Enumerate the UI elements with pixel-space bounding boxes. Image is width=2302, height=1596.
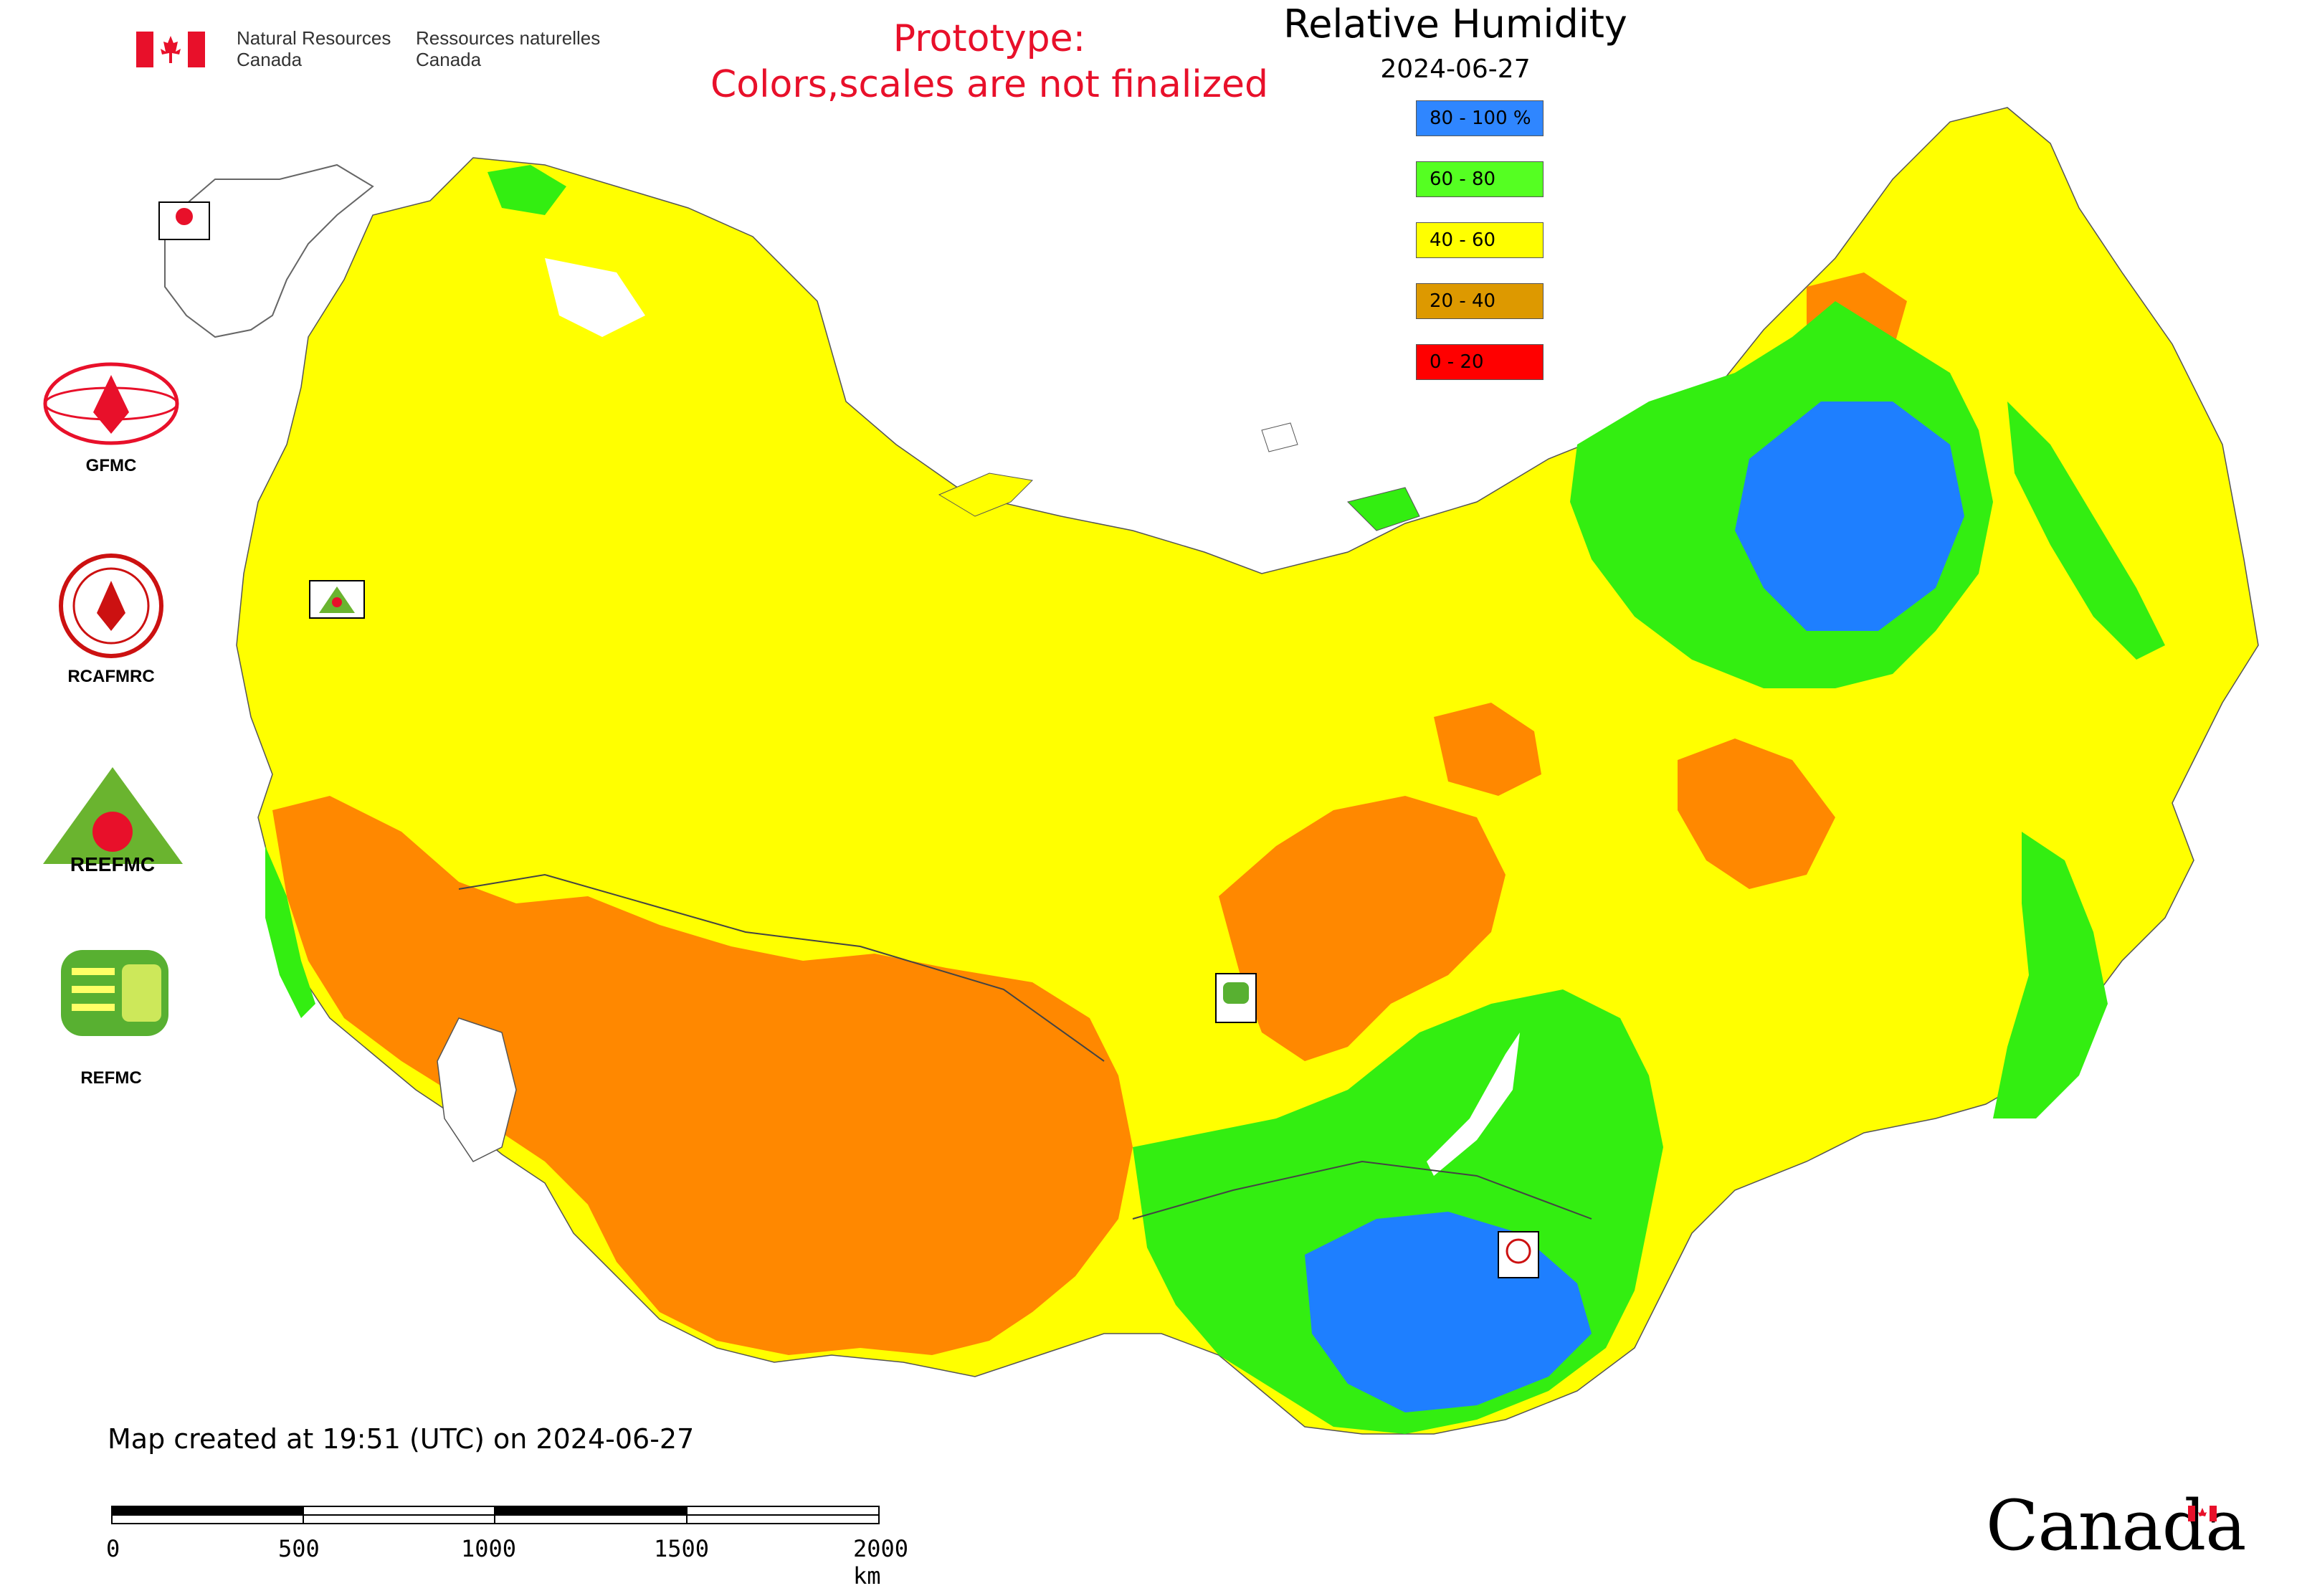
legend-item-20-40: 20 - 40 xyxy=(1416,283,1544,319)
svg-text:REEFMC: REEFMC xyxy=(70,853,155,875)
department-name-fr: Ressources naturelles Canada xyxy=(416,27,600,70)
island-north-2 xyxy=(1347,487,1420,531)
region-blue-northeast xyxy=(1735,402,1964,631)
border-kazakhstan xyxy=(458,873,1105,1062)
department-en-line2: Canada xyxy=(237,49,303,70)
nrcan-signature: Natural Resources Canada Ressources natu… xyxy=(136,26,602,83)
canada-flag-icon xyxy=(136,32,205,67)
scale-bar-graphic xyxy=(111,1506,880,1524)
scale-tick-0: 0 xyxy=(106,1535,120,1562)
scale-bar: 0 500 1000 1500 2000 km xyxy=(106,1502,908,1590)
region-orange-southwest xyxy=(272,796,1133,1355)
scale-tick-1500: 1500 xyxy=(654,1535,710,1562)
map-title: Relative Humidity xyxy=(1283,1,1627,47)
scale-tick-2000: 2000 km xyxy=(853,1535,909,1590)
scale-tick-1000: 1000 xyxy=(461,1535,517,1562)
legend-item-40-60: 40 - 60 xyxy=(1416,222,1544,258)
gfmc-logo xyxy=(43,362,179,445)
refmc-marker xyxy=(1215,973,1257,1023)
legend-item-80-100: 80 - 100 % xyxy=(1416,100,1544,136)
map-created-timestamp: Map created at 19:51 (UTC) on 2024-06-27 xyxy=(108,1423,695,1455)
prototype-line2: Colors,scales are not finalized xyxy=(710,63,1269,106)
reefmc-marker xyxy=(309,580,365,619)
agency-label-refmc: REFMC xyxy=(80,1068,142,1088)
legend-item-60-80: 60 - 80 xyxy=(1416,161,1544,197)
agency-label-gfmc: GFMC xyxy=(85,456,137,475)
region-green-kola xyxy=(487,165,566,215)
white-sea xyxy=(545,258,645,337)
scandinavia-outline xyxy=(164,163,374,338)
prototype-notice: Prototype: Colors,scales are not finaliz… xyxy=(631,16,1348,108)
border-mongolia xyxy=(1132,1160,1592,1220)
lake-baikal xyxy=(1427,1032,1520,1176)
rcafmrc-marker xyxy=(1498,1231,1539,1278)
region-green-west-coast xyxy=(265,846,315,1018)
canada-wordmark: Canada xyxy=(1986,1486,2246,1566)
department-en-line1: Natural Resources xyxy=(237,27,391,49)
scale-tick-500: 500 xyxy=(278,1535,320,1562)
gfmc-marker xyxy=(158,201,210,240)
island-north-1 xyxy=(1261,422,1298,452)
agency-label-rcafmrc: RCAFMRC xyxy=(67,667,155,686)
legend-item-0-20: 0 - 20 xyxy=(1416,344,1544,380)
reefmc-logo: REEFMC xyxy=(43,767,183,875)
map-date: 2024-06-27 xyxy=(1380,54,1531,84)
department-name-en: Natural Resources Canada xyxy=(237,27,391,70)
region-green-fareast xyxy=(1993,832,2108,1118)
department-fr-line1: Ressources naturelles xyxy=(416,27,601,49)
region-green-kamchatka xyxy=(2007,402,2165,660)
caspian-sea xyxy=(437,1017,517,1162)
region-orange-central xyxy=(1219,796,1506,1061)
prototype-line1: Prototype: xyxy=(893,17,1086,60)
region-orange-east xyxy=(1678,738,1835,889)
refmc-logo xyxy=(61,950,168,1036)
island-novaya-zemlya xyxy=(938,472,1034,517)
region-orange-north xyxy=(1434,703,1541,796)
wordmark-flag-icon xyxy=(2188,1506,2217,1521)
rcafmrc-logo xyxy=(59,554,163,658)
department-fr-line2: Canada xyxy=(416,49,482,70)
